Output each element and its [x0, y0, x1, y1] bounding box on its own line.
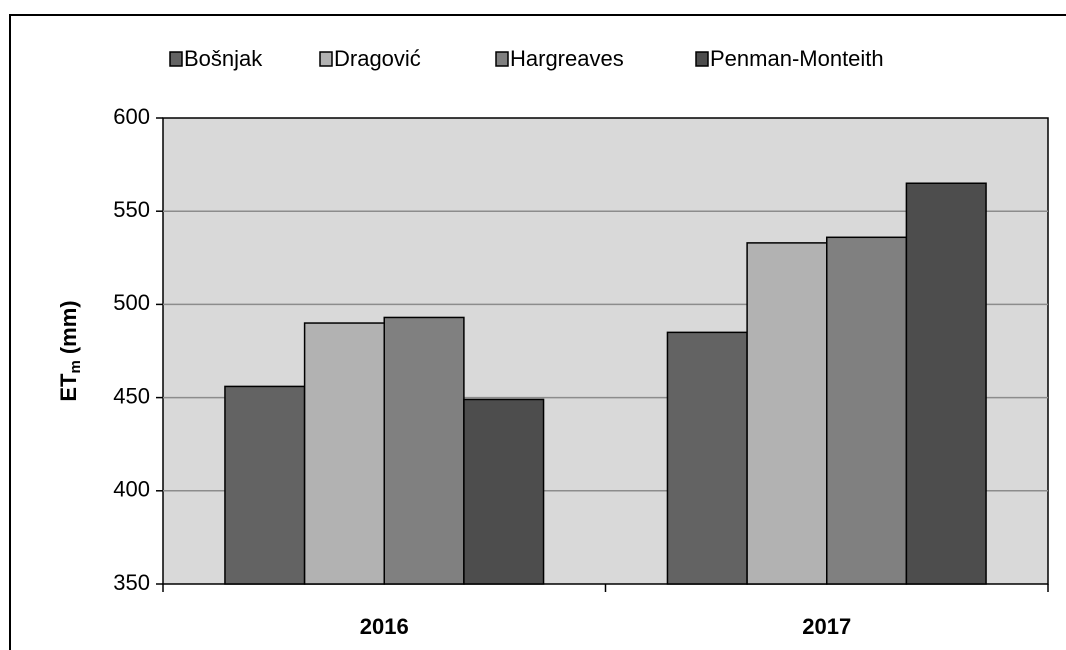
y-label-unit: (mm) [56, 300, 81, 354]
legend-label: Bošnjak [184, 46, 263, 71]
y-tick-label: 400 [113, 477, 150, 502]
legend-label: Hargreaves [510, 46, 624, 71]
y-tick-label: 500 [113, 290, 150, 315]
bar [383, 316, 465, 585]
legend-swatch [495, 51, 509, 67]
legend-swatch [319, 51, 333, 67]
bar [666, 331, 748, 585]
y-label-main: ET [56, 373, 81, 402]
x-tick-label: 2016 [360, 614, 409, 639]
bar [463, 398, 545, 585]
bar [303, 322, 386, 585]
y-label-sub: m [67, 360, 84, 373]
bar [905, 182, 987, 585]
bar [224, 385, 306, 585]
y-tick-label: 550 [113, 197, 150, 222]
legend-label: Dragović [334, 46, 421, 71]
legend-swatch [695, 51, 709, 67]
bar [826, 236, 908, 585]
legend-swatch [169, 51, 183, 67]
y-axis-label: ETm (mm) [56, 300, 84, 401]
y-tick-label: 450 [113, 383, 150, 408]
legend-label: Penman-Monteith [710, 46, 884, 71]
y-tick-label: 600 [113, 104, 150, 129]
y-tick-label: 350 [113, 570, 150, 595]
x-tick-label: 2017 [802, 614, 851, 639]
bar [746, 242, 828, 585]
